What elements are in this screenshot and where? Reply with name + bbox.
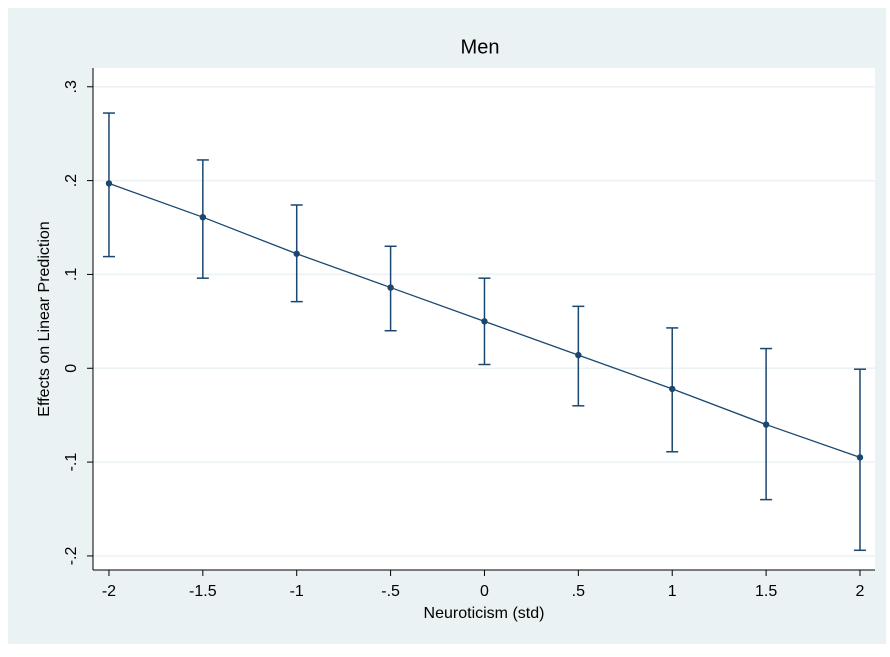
point [481,318,488,325]
y-axis-label: Effects on Linear Prediction [36,221,53,416]
x-tick-label: -1.5 [189,583,217,600]
x-axis-label: Neuroticism (std) [424,605,545,622]
point [575,351,582,359]
point [387,284,394,291]
y-tick-label: -.1 [63,453,80,472]
point [669,385,676,393]
y-tick-label: -.2 [63,546,80,565]
y-tick-label: .2 [63,174,80,187]
x-tick-label: -2 [102,583,116,600]
x-tick-label: -1 [290,583,304,600]
chart-title: Men [461,36,500,58]
y-tick-label: .1 [63,268,80,281]
x-tick-label: -.5 [381,583,400,600]
point [293,250,300,257]
point [105,180,113,187]
x-tick-label: 0 [480,583,489,600]
x-tick-label: 1.5 [755,583,777,600]
x-tick-label: 2 [856,583,865,600]
point [856,454,864,461]
x-tick-label: 1 [668,583,677,600]
point [199,213,207,221]
x-tick-label: .5 [572,583,585,600]
y-tick-label: 0 [63,364,80,373]
y-tick-label: .3 [63,80,80,93]
point [762,421,770,428]
